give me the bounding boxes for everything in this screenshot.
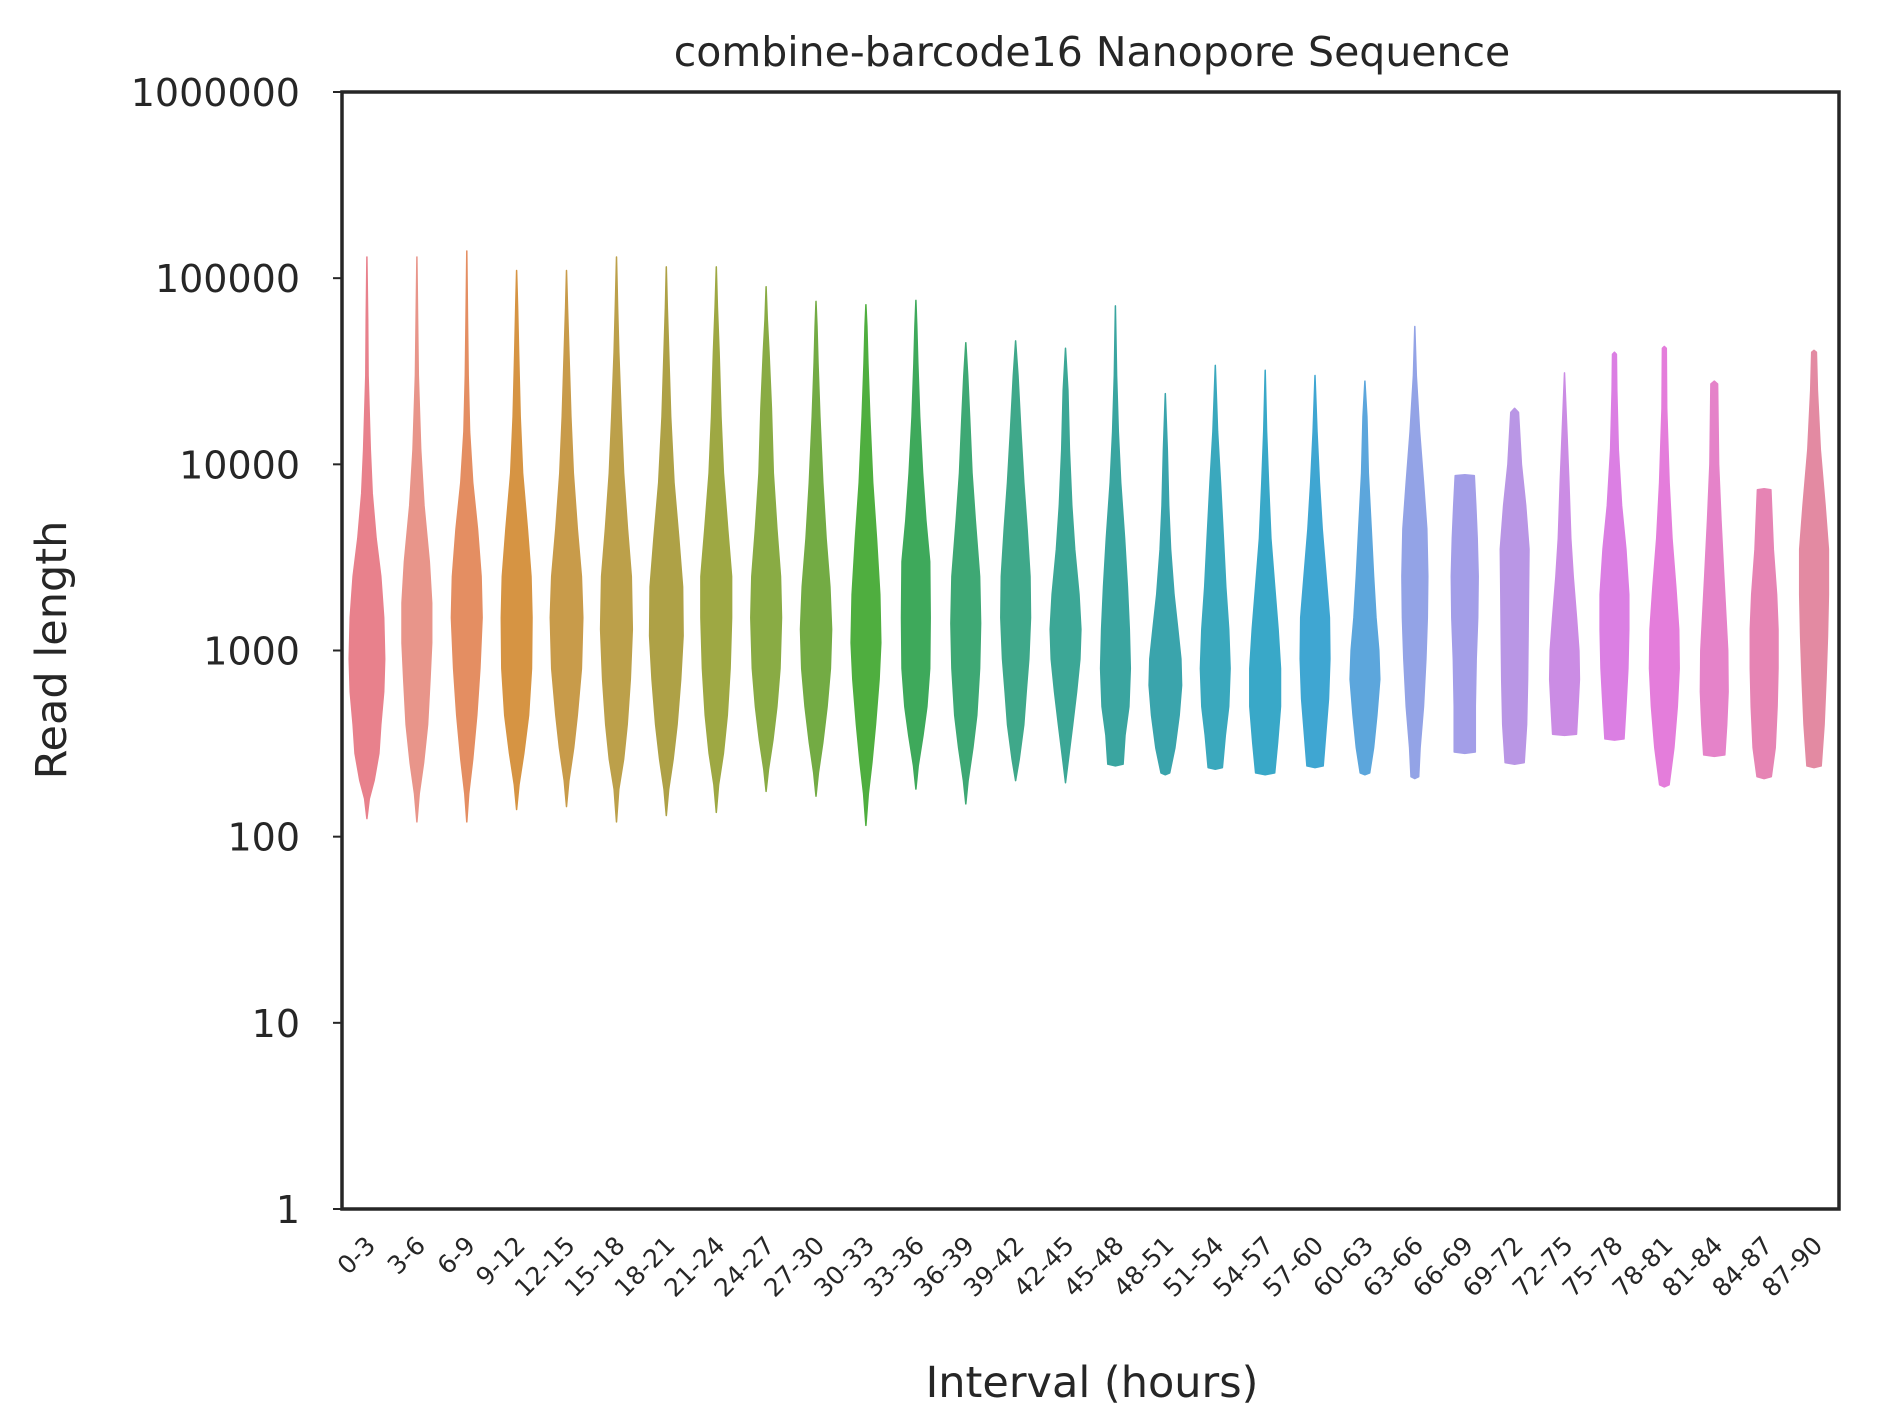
violin-27-30: [799, 300, 833, 797]
violin-51-54: [1199, 364, 1231, 771]
y-axis-ticks: 1 10 100 1000 10000 100000 1000000: [131, 71, 342, 1232]
violin-72-75: [1548, 372, 1581, 737]
violin-69-72: [1499, 407, 1530, 765]
violin-6-9: [450, 250, 483, 823]
plot-frame: [340, 90, 1841, 1211]
y-tick-label: 10000: [179, 443, 300, 487]
y-tick-label: 1: [276, 1188, 300, 1232]
violin-54-57: [1249, 369, 1282, 776]
y-tick-label: 100000: [155, 257, 300, 301]
violin-78-81: [1648, 345, 1680, 788]
violin-30-33: [850, 303, 882, 827]
y-axis-label: Read length: [27, 521, 77, 780]
x-axis-label: Interval (hours): [926, 1358, 1259, 1408]
violin-66-69: [1450, 473, 1479, 755]
y-tick-label: 1000000: [131, 71, 300, 115]
y-tick-label: 1000: [203, 630, 300, 674]
violin-0-3: [348, 256, 386, 820]
violin-81-84: [1699, 380, 1729, 758]
violin-48-51: [1148, 392, 1183, 776]
violin-45-48: [1099, 305, 1132, 767]
violin-36-39: [950, 341, 982, 805]
y-tick-label: 100: [227, 816, 300, 860]
violin-18-21: [648, 266, 684, 817]
violin-24-27: [750, 285, 783, 793]
y-tick-label: 10: [252, 1002, 300, 1046]
violin-33-36: [900, 299, 931, 790]
violin-9-12: [500, 269, 533, 811]
violin-60-63: [1349, 380, 1381, 776]
chart-title: combine-barcode16 Nanopore Sequence: [674, 28, 1511, 76]
violin-75-78: [1599, 351, 1630, 741]
violin-12-15: [549, 269, 584, 808]
violins-group: [348, 250, 1830, 827]
violin-21-24: [700, 266, 733, 814]
violin-57-60: [1299, 374, 1331, 769]
violin-3-6: [401, 256, 433, 823]
violin-42-45: [1049, 347, 1082, 784]
violin-63-66: [1401, 325, 1429, 780]
violin-15-18: [599, 256, 634, 823]
violin-84-87: [1749, 487, 1779, 780]
violin-39-42: [1000, 340, 1032, 782]
violin-87-90: [1798, 349, 1830, 769]
